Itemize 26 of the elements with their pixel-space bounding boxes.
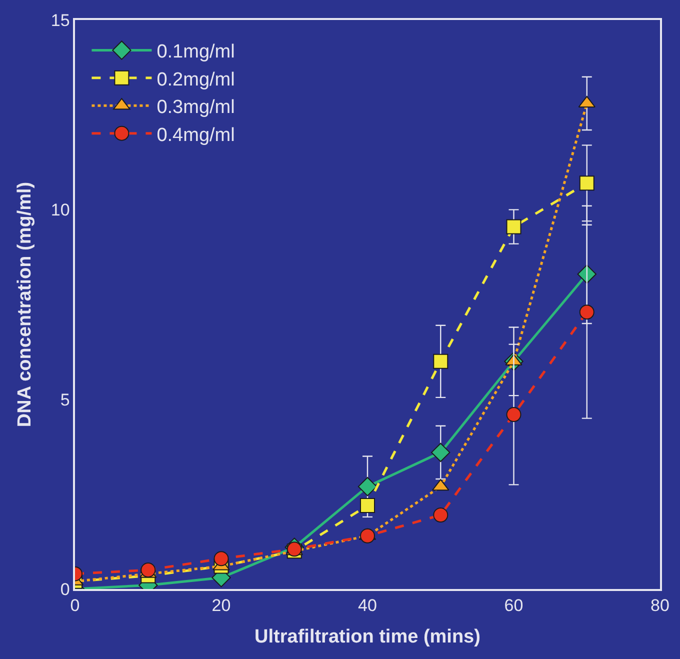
point bbox=[140, 562, 156, 578]
point bbox=[579, 176, 594, 191]
point bbox=[433, 508, 448, 523]
x-axis-title: Ultrafiltration time (mins) bbox=[254, 626, 480, 648]
point bbox=[214, 551, 229, 566]
x-tick-label: 40 bbox=[358, 596, 377, 616]
y-axis-title: DNA concentration (mg/ml) bbox=[14, 182, 36, 428]
legend-label: 0.2mg/ml bbox=[156, 69, 235, 90]
point bbox=[433, 354, 448, 369]
point bbox=[506, 219, 522, 234]
point bbox=[506, 407, 522, 422]
y-tick-label: 5 bbox=[60, 390, 70, 410]
legend-label: 0.3mg/ml bbox=[156, 97, 235, 118]
point bbox=[579, 304, 594, 320]
x-tick-label: 80 bbox=[650, 596, 670, 616]
legend-label: 0.4mg/ml bbox=[156, 124, 235, 146]
point bbox=[360, 498, 375, 514]
y-tick-label: 15 bbox=[50, 10, 70, 30]
point bbox=[360, 528, 375, 544]
x-tick-label: 60 bbox=[504, 596, 524, 616]
legend-label: 0.1mg/ml bbox=[156, 42, 235, 63]
y-tick-label: 10 bbox=[50, 200, 70, 220]
point bbox=[358, 476, 378, 496]
y-tick-label: 0 bbox=[60, 580, 70, 599]
x-tick-label: 20 bbox=[212, 596, 231, 616]
point bbox=[431, 442, 450, 462]
